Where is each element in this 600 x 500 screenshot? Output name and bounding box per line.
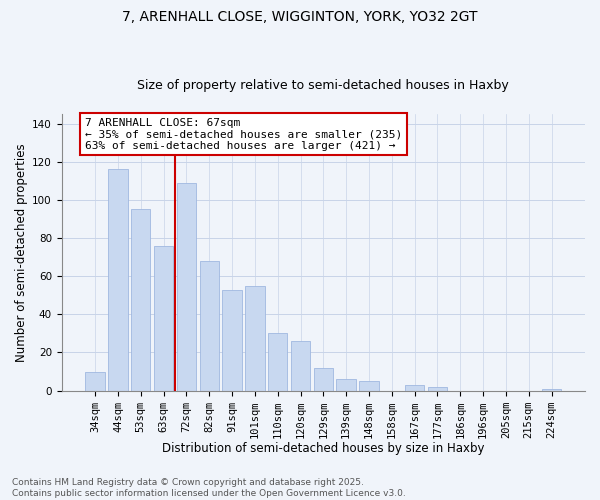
Bar: [542, 388, 561, 390]
Bar: [85, 372, 105, 390]
Bar: [291, 341, 310, 390]
Text: 7 ARENHALL CLOSE: 67sqm
← 35% of semi-detached houses are smaller (235)
63% of s: 7 ARENHALL CLOSE: 67sqm ← 35% of semi-de…: [85, 118, 402, 151]
Bar: [359, 381, 379, 390]
Y-axis label: Number of semi-detached properties: Number of semi-detached properties: [15, 143, 28, 362]
Text: 7, ARENHALL CLOSE, WIGGINTON, YORK, YO32 2GT: 7, ARENHALL CLOSE, WIGGINTON, YORK, YO32…: [122, 10, 478, 24]
Bar: [245, 286, 265, 391]
Bar: [405, 385, 424, 390]
Bar: [131, 210, 151, 390]
Bar: [108, 170, 128, 390]
Bar: [177, 182, 196, 390]
Bar: [428, 387, 447, 390]
Bar: [337, 379, 356, 390]
Bar: [154, 246, 173, 390]
Text: Contains HM Land Registry data © Crown copyright and database right 2025.
Contai: Contains HM Land Registry data © Crown c…: [12, 478, 406, 498]
Bar: [314, 368, 333, 390]
Bar: [268, 334, 287, 390]
Bar: [223, 290, 242, 390]
Title: Size of property relative to semi-detached houses in Haxby: Size of property relative to semi-detach…: [137, 79, 509, 92]
X-axis label: Distribution of semi-detached houses by size in Haxby: Distribution of semi-detached houses by …: [162, 442, 485, 455]
Bar: [200, 261, 219, 390]
